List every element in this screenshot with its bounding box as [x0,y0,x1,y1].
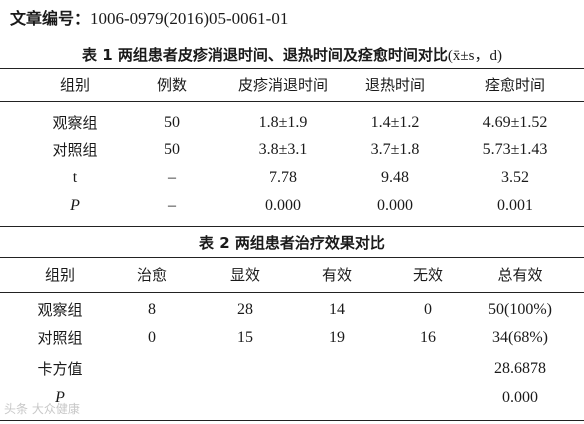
table2-cell: 14 [329,301,345,318]
table2-cell: 0.000 [502,389,538,406]
table2-cell: P [55,389,65,406]
table1-cell: t [72,169,78,186]
table1-cell: 1.8±1.9 [258,114,308,131]
table2-bottom-rule [0,420,584,421]
table1-cell: 0.001 [497,197,533,214]
table1-cell: 4.69±1.52 [482,114,548,131]
table2-header-cell: 总有效 [497,266,543,284]
table1-cell: 3.8±3.1 [258,141,308,158]
table1-caption-unit: (x̄±s，d) [447,48,502,64]
table1-cell: 0.000 [377,197,413,214]
table1-cell: P [70,197,80,214]
table2-cell: 15 [237,329,253,346]
table1-caption: 表 1 两组患者皮疹消退时间、退热时间及痊愈时间对比(x̄±s，d) [0,44,584,65]
table1-cell: 5.73±1.43 [482,141,548,158]
table1-top-rule [0,68,584,69]
table1-header-cell: 例数 [156,76,187,94]
table2-cell: 0 [148,329,156,346]
table2-cell: 28.6878 [494,360,546,377]
article-number-value: 1006-0979(2016)05-0061-01 [90,9,289,28]
table1-cell: 9.48 [381,169,409,186]
table2-cell: 0 [424,301,432,318]
table1-row: 观察组 50 1.8±1.9 1.4±1.2 4.69±1.52 [0,110,584,136]
table2-cell: 28 [237,301,253,318]
table2-cell: 16 [420,329,436,346]
table2-cell: 34(68%) [492,329,548,346]
table2-header-row: 组别 治愈 显效 有效 无效 总有效 [0,262,584,288]
table1-cell: 7.78 [269,169,297,186]
table1-row: 对照组 50 3.8±3.1 3.7±1.8 5.73±1.43 [0,137,584,163]
table2-header-cell: 无效 [412,266,443,284]
table2-row: 卡方值 28.6878 [0,356,584,382]
table2-header-cell: 组别 [44,266,75,284]
table1-cell: 50 [164,114,180,131]
table2-caption: 表 2 两组患者治疗效果对比 [0,232,584,253]
table1-cell: 50 [164,141,180,158]
table2-row: P 0.000 [0,385,584,411]
table1-cell: 1.4±1.2 [370,114,420,131]
table1-cell: 对照组 [52,141,98,159]
table1-header-row: 组别 例数 皮疹消退时间 退热时间 痊愈时间 [0,72,584,98]
table2-cell: 卡方值 [37,360,83,378]
table1-row: P – 0.000 0.000 0.001 [0,193,584,219]
watermark: 头条 大众健康 [4,402,80,416]
table2-cell: 观察组 [37,301,83,319]
table2-row: 观察组 8 28 14 0 50(100%) [0,297,584,323]
table1-header-cell: 退热时间 [364,76,425,94]
table2-cell: 50(100%) [488,301,552,318]
table1-cell: 观察组 [52,114,98,132]
table2-cell: 对照组 [37,329,83,347]
table1-header-cell: 组别 [59,76,90,94]
table1-cell: – [168,197,176,214]
table1-cell: 3.7±1.8 [370,141,420,158]
table2-cell: 19 [329,329,345,346]
table1-header-rule [0,101,584,102]
table2-header-cell: 治愈 [136,266,167,284]
table1-caption-text: 表 1 两组患者皮疹消退时间、退热时间及痊愈时间对比 [82,46,448,64]
table1-header-cell: 皮疹消退时间 [237,76,328,94]
table2-caption-text: 表 2 两组患者治疗效果对比 [199,234,385,252]
table2-header-rule [0,292,584,293]
table1-header-cell: 痊愈时间 [484,76,545,94]
table1-cell: – [168,169,176,186]
table2-header-cell: 有效 [321,266,352,284]
table2-top-rule [0,257,584,258]
table1-cell: 0.000 [265,197,301,214]
table2-cell: 8 [148,301,156,318]
table2-header-cell: 显效 [229,266,260,284]
article-number-label: 文章编号： [10,9,91,28]
table1-cell: 3.52 [501,169,529,186]
table1-bottom-rule [0,226,584,227]
table1-row: t – 7.78 9.48 3.52 [0,165,584,191]
article-number: 文章编号：1006-0979(2016)05-0061-01 [10,5,288,29]
table2-row: 对照组 0 15 19 16 34(68%) [0,325,584,351]
